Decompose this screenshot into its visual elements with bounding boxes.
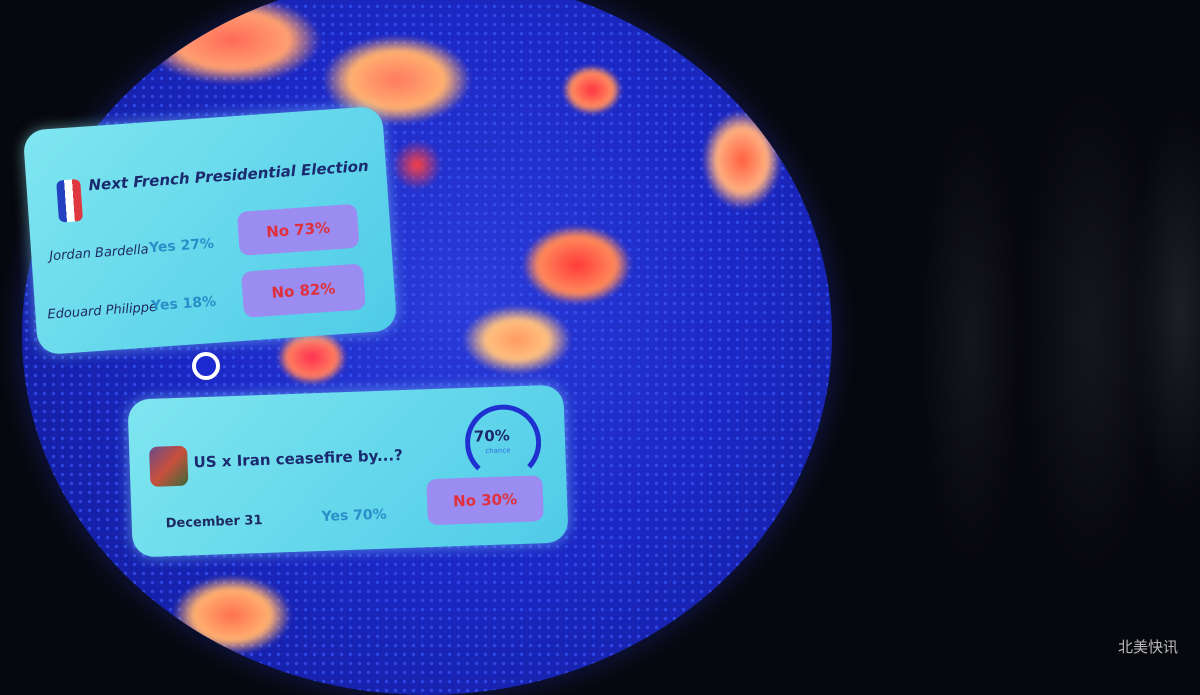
hotspot (702, 110, 782, 210)
no-button[interactable]: No 30% (426, 475, 544, 526)
yes-button[interactable]: Yes 70% (321, 506, 387, 525)
hotspot (142, 0, 322, 85)
election-market-card: Next French Presidential Election Jordan… (22, 105, 398, 356)
hotspot (522, 225, 632, 305)
chance-value: 70% (473, 426, 511, 446)
candidate-name: Jordan Bardella (48, 242, 150, 265)
no-button[interactable]: No 73% (236, 203, 360, 256)
hotspot (462, 305, 572, 375)
no-button[interactable]: No 82% (240, 263, 366, 318)
hotspot (562, 65, 622, 115)
market-thumbnail (149, 445, 189, 487)
outcome-date: December 31 (165, 513, 263, 532)
market-title: US x Iran ceasefire by...? (193, 446, 404, 472)
yes-button[interactable]: Yes 27% (148, 235, 215, 257)
hotspot (277, 330, 347, 385)
hotspot (392, 140, 442, 190)
ceasefire-market-card: US x Iran ceasefire by...? 70% chance De… (127, 384, 569, 558)
location-marker (192, 352, 220, 380)
watermark: 北美快讯 (1117, 638, 1178, 656)
yes-button[interactable]: Yes 18% (150, 293, 217, 315)
crowd-background (790, 80, 1200, 600)
chance-caption: chance (485, 446, 511, 456)
candidate-name: Edouard Philippe (46, 299, 158, 323)
france-flag-icon (56, 178, 84, 223)
led-globe (22, 0, 832, 695)
market-title: Next French Presidential Election (87, 156, 370, 195)
hotspot (172, 575, 292, 655)
